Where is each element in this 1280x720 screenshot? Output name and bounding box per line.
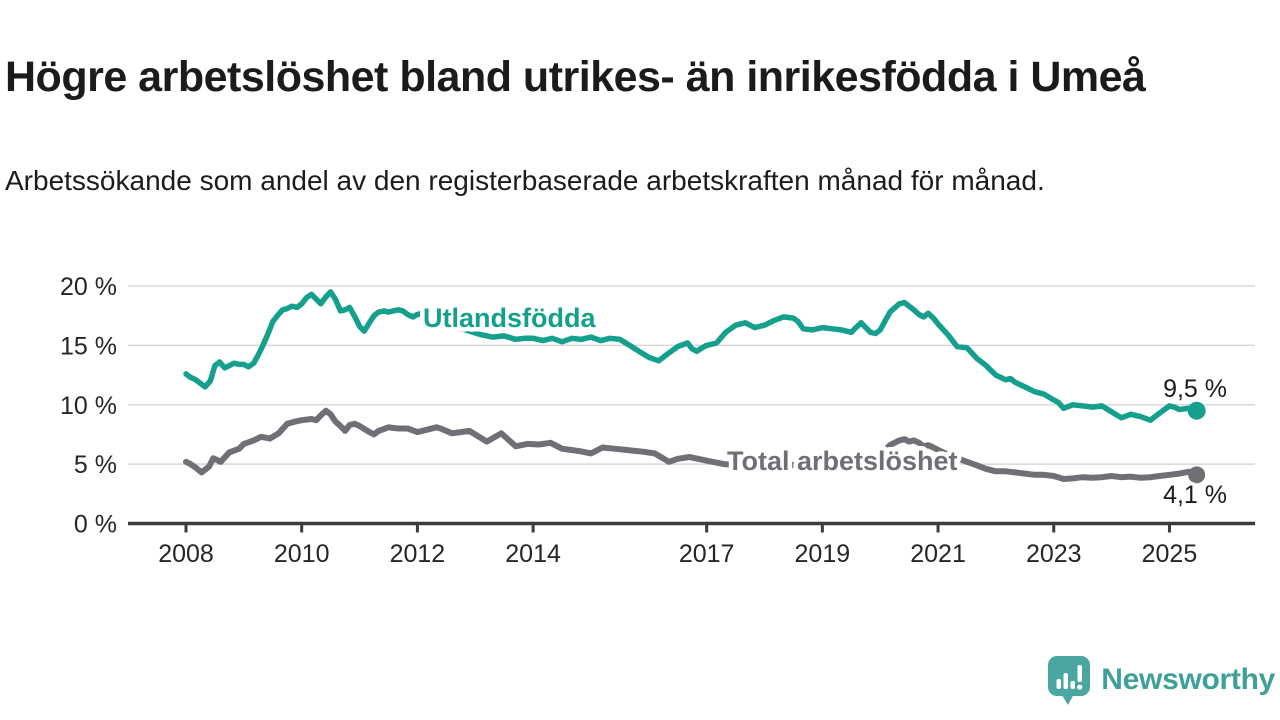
end-value-utlandsfodda: 9,5 %: [1163, 375, 1227, 403]
y-tick-label: 10 %: [60, 392, 117, 420]
gridlines: [128, 285, 1255, 465]
series-label-total-arbetsloshet: Total arbetslöshet: [727, 446, 958, 476]
y-tick-label: 0 %: [74, 511, 117, 539]
series-line-total-arbetsloshet: [183, 407, 1200, 482]
y-tick-label: 20 %: [60, 273, 117, 301]
x-tick-label: 2012: [390, 540, 446, 568]
newsworthy-logo-text: Newsworthy: [1101, 663, 1275, 696]
x-tick-label: 2008: [158, 540, 214, 568]
y-tick-label: 15 %: [60, 332, 117, 360]
x-tick-label: 2025: [1142, 540, 1198, 568]
x-tick-label: 2021: [910, 540, 966, 568]
series-line-utlandsfodda: [183, 289, 1200, 423]
x-tick-label: 2019: [795, 540, 851, 568]
newsworthy-logo-icon: [1048, 656, 1091, 705]
series-lines: [183, 289, 1206, 484]
axes: 0 % 5 % 10 % 15 % 20 % 2008 2010 2012 2014 2017 20…: [60, 273, 1255, 568]
y-tick-label: 5 %: [74, 451, 117, 479]
newsworthy-logo: Newsworthy: [1046, 654, 1275, 706]
x-tick-label: 2023: [1026, 540, 1082, 568]
chart-subtitle: Arbetssökande som andel av den registerb…: [5, 165, 1045, 196]
chart-title: Högre arbetslöshet bland utrikes- än inr…: [5, 52, 1146, 101]
x-tick-label: 2017: [679, 540, 735, 568]
end-value-total-arbetsloshet: 4,1 %: [1163, 481, 1227, 509]
chart-labels: Utlandsfödda Total arbetslöshet 9,5 % 4,…: [419, 299, 1231, 513]
series-label-utlandsfodda: Utlandsfödda: [423, 303, 596, 333]
end-dot-utlandsfodda: [1187, 401, 1206, 420]
end-dot-total-arbetsloshet: [1188, 466, 1206, 484]
x-tick-label: 2010: [274, 540, 330, 568]
x-tick-label: 2014: [505, 540, 561, 568]
